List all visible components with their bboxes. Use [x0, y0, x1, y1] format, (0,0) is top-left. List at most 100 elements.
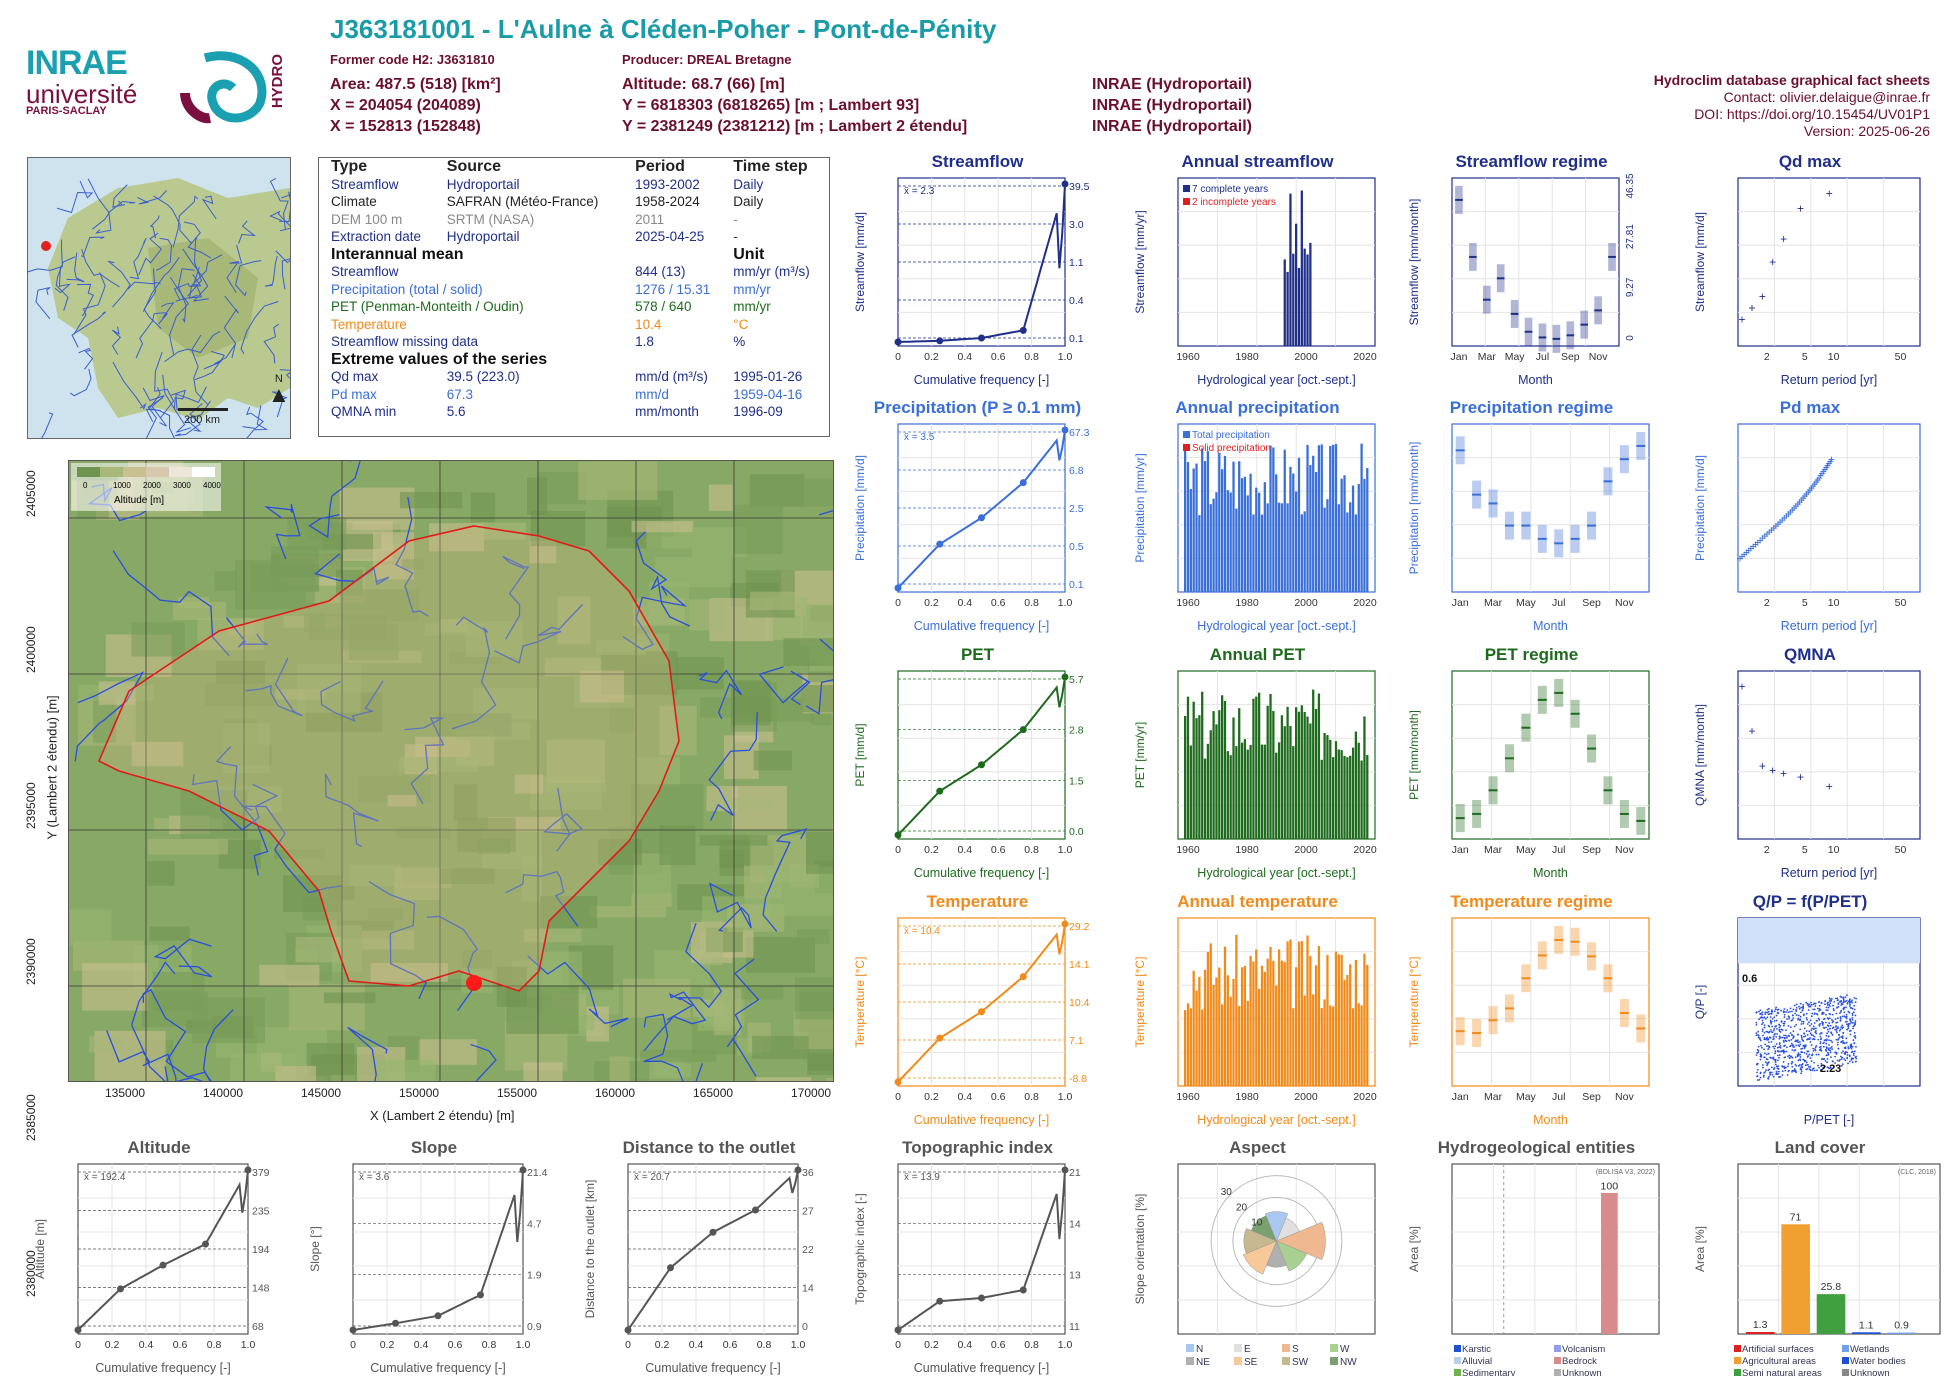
qp-point [1795, 1003, 1798, 1006]
qp-point [1829, 1047, 1832, 1049]
terrain-patch [457, 817, 516, 852]
qp-point [1849, 1019, 1852, 1022]
legend-swatch [1183, 185, 1190, 192]
mean-label: x̄ = 13.9 [904, 1172, 940, 1183]
annual-bar [1363, 716, 1366, 839]
x-axis-label: Month [1533, 619, 1568, 633]
minimap-river [275, 250, 290, 290]
terrain-patch [733, 984, 784, 1000]
aspect-sector [1242, 1240, 1277, 1275]
annual-bar [1283, 962, 1286, 1086]
minimap-river [174, 403, 203, 437]
qp-point [1822, 1024, 1824, 1026]
qp-point [1808, 1003, 1811, 1006]
qp-point [1767, 1069, 1770, 1072]
qp-point [1810, 1003, 1813, 1006]
qp-point [1824, 1065, 1826, 1068]
qp-point [1777, 1067, 1780, 1070]
qp-point [1853, 1024, 1856, 1027]
annual-bar [1323, 999, 1326, 1086]
x-tick: 1.0 [516, 1339, 531, 1351]
qp-point [1808, 1053, 1811, 1056]
annual-bar [1212, 711, 1215, 839]
info-cell: PET (Penman-Monteith / Oudin) [331, 299, 524, 314]
quantile-point [1019, 479, 1027, 487]
qp-point [1848, 1055, 1851, 1058]
qp-point [1824, 1000, 1826, 1003]
x-tick: 1.0 [1058, 597, 1073, 609]
annual-bar [1292, 473, 1295, 592]
chart-title: Streamflow regime [1455, 152, 1608, 171]
terrain-patch [699, 834, 768, 846]
qp-point [1828, 1027, 1831, 1030]
qp-point [1831, 1041, 1834, 1044]
bar-label: 25.8 [1821, 1281, 1842, 1293]
qp-point [1847, 1047, 1850, 1050]
map-river [708, 882, 752, 932]
qp-point [1825, 1021, 1827, 1024]
year-tick: 2000 [1294, 597, 1318, 609]
qp-point [1785, 1050, 1788, 1053]
qp-point [1818, 1024, 1821, 1027]
minimap-river [194, 350, 225, 381]
annual-bar [1266, 705, 1269, 839]
qp-point [1852, 1027, 1854, 1030]
minimap-river [87, 178, 112, 234]
qp-point [1797, 1041, 1800, 1044]
qp-point [1826, 1028, 1829, 1031]
qp-point [1759, 1039, 1762, 1042]
qp-point [1788, 1018, 1791, 1020]
minimap-river [55, 256, 76, 311]
annual-bar [1332, 444, 1335, 592]
map-river [245, 657, 303, 717]
minimap-river [188, 254, 223, 299]
annual-bar [1309, 242, 1312, 346]
minimap-river [112, 361, 147, 410]
annual-bar [1349, 964, 1352, 1086]
map-river [708, 711, 758, 821]
qp-point [1762, 1066, 1764, 1069]
quantile-point [1061, 1166, 1069, 1174]
annual-bar [1320, 759, 1323, 839]
x-tick: 1.0 [1058, 1339, 1073, 1351]
hydrogeo-chart: Hydrogeological entities Area [%] 100 (BDLI… [1404, 1138, 1669, 1376]
return-period-point: + [1827, 455, 1834, 469]
qp-point [1790, 1044, 1792, 1047]
qp-point [1848, 1011, 1851, 1014]
terrain-patch [131, 741, 184, 767]
annual-bar [1357, 1003, 1360, 1086]
return-period-point: + [1792, 499, 1799, 513]
annual-bar [1275, 985, 1278, 1086]
qp-point [1780, 1036, 1782, 1039]
annual-bar [1221, 1004, 1224, 1086]
qp-point [1772, 1038, 1775, 1041]
annual-pet-chart: Annual PET Hydrological year [oct.-sept.]… [1130, 645, 1385, 881]
annual-bar [1246, 1000, 1249, 1086]
qp-point [1807, 1055, 1809, 1058]
annual-bar [1258, 988, 1261, 1086]
aspect-legend-entry: NE [1196, 1357, 1210, 1368]
landcover-legend-entry: Semi natural areas [1742, 1368, 1822, 1376]
qp-point [1843, 1015, 1846, 1017]
qp-point [1798, 1007, 1801, 1010]
qp-point [1790, 1034, 1793, 1036]
right-value-label: 3.0 [1069, 219, 1084, 231]
right-value-label: 21.4 [527, 1167, 548, 1179]
qp-point [1843, 1058, 1845, 1060]
return-period-point: + [1801, 489, 1808, 503]
map-xtick: 155000 [497, 1086, 538, 1100]
qp-point [1854, 1021, 1857, 1024]
qp-point [1848, 999, 1851, 1002]
map-river [762, 828, 808, 932]
minimap-river [182, 248, 209, 302]
annual-bar [1203, 461, 1207, 592]
qp-point [1797, 1059, 1800, 1062]
x-coord: X = 204054 (204089) [330, 97, 481, 114]
qp-point [1769, 1071, 1772, 1074]
qp-point [1828, 1000, 1831, 1002]
terrain-patch [394, 867, 452, 889]
quantile-point [894, 338, 902, 346]
qp-point [1771, 1073, 1774, 1076]
info-cell: Streamflow [331, 264, 399, 279]
